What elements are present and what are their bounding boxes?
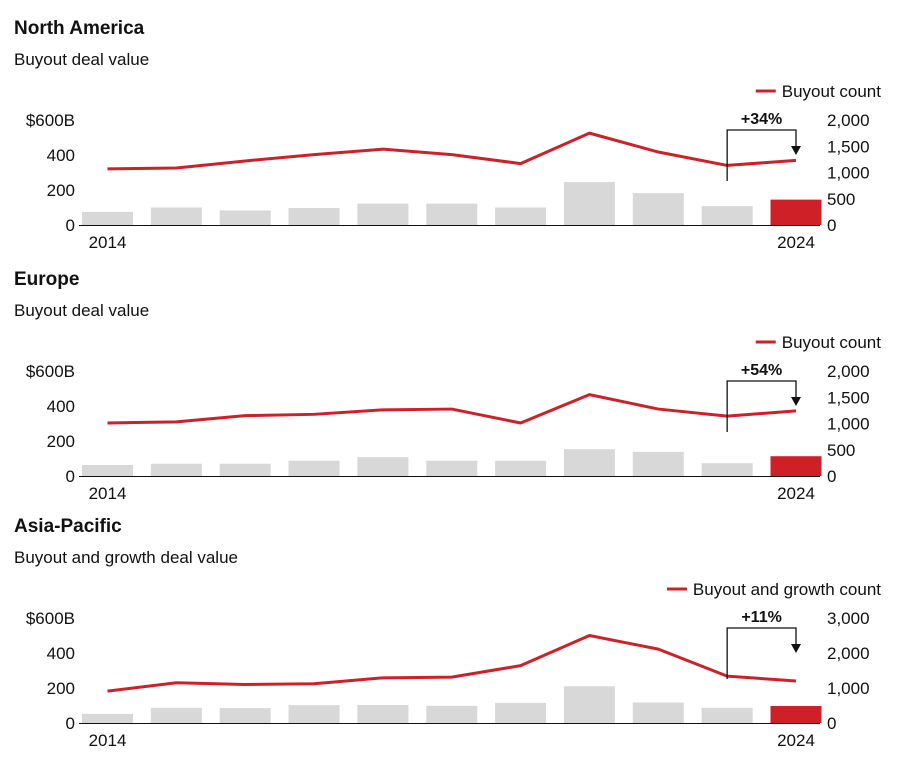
annotation-bracket bbox=[726, 129, 797, 181]
left-axis-tick: 400 bbox=[47, 146, 75, 165]
bar bbox=[495, 207, 547, 225]
chart-asia-pacific: $600B 400 200 0 3,000 2,000 1,000 0 2014 2024 Buyo… bbox=[26, 580, 881, 750]
right-axis-tick: 1,000 bbox=[827, 415, 870, 434]
left-axis-tick: 200 bbox=[47, 432, 75, 451]
panel-subtitle: Buyout deal value bbox=[14, 301, 150, 320]
x-axis-tick-label: 2014 bbox=[89, 731, 127, 750]
legend-label: Buyout and growth count bbox=[693, 580, 881, 599]
bar bbox=[82, 713, 133, 723]
bar bbox=[770, 199, 822, 225]
x-axis-tick-label: 2014 bbox=[89, 484, 127, 503]
bar bbox=[563, 182, 615, 225]
legend-label: Buyout count bbox=[782, 333, 882, 352]
bar bbox=[219, 463, 271, 476]
bar bbox=[426, 705, 478, 723]
panel-title: Asia-Pacific bbox=[14, 516, 122, 537]
right-axis-tick: 0 bbox=[827, 216, 836, 235]
right-axis-tick: 0 bbox=[827, 467, 836, 486]
bar bbox=[770, 456, 822, 476]
left-axis-tick: $600B bbox=[26, 609, 75, 628]
bar bbox=[701, 463, 753, 476]
annotation-label: +54% bbox=[741, 362, 782, 379]
x-axis-tick-label: 2014 bbox=[89, 233, 127, 252]
annotation-label: +34% bbox=[741, 111, 782, 128]
chart-north-america: $600B 400 200 0 2,000 1,500 1,000 500 0 2014 2024 B… bbox=[26, 82, 882, 252]
legend-label: Buyout count bbox=[782, 82, 882, 101]
count-line bbox=[107, 393, 797, 425]
annotation-bracket bbox=[726, 380, 797, 432]
left-axis-tick: 400 bbox=[47, 644, 75, 663]
right-axis-tick: 1,500 bbox=[827, 137, 870, 156]
bar bbox=[701, 707, 753, 723]
right-axis-tick: 1,000 bbox=[827, 679, 870, 698]
bar bbox=[495, 460, 547, 476]
left-axis-tick: 400 bbox=[47, 397, 75, 416]
annotation-label: +11% bbox=[741, 609, 781, 626]
left-axis-tick: 0 bbox=[66, 467, 75, 486]
bar bbox=[770, 706, 822, 723]
right-axis-tick: 3,000 bbox=[827, 609, 870, 628]
x-axis-tick-label: 2024 bbox=[777, 484, 815, 503]
bar bbox=[632, 451, 684, 476]
panel-subtitle: Buyout and growth deal value bbox=[14, 548, 238, 567]
bar bbox=[150, 207, 202, 225]
bar bbox=[82, 211, 133, 225]
chart-europe: $600B 400 200 0 2,000 1,500 1,000 500 0 2014 2024 B… bbox=[26, 333, 882, 503]
right-axis-tick: 2,000 bbox=[827, 644, 870, 663]
annotation-arrowhead bbox=[791, 146, 801, 155]
bar bbox=[82, 464, 133, 476]
left-axis-tick: $600B bbox=[26, 362, 75, 381]
bar bbox=[426, 460, 478, 476]
left-axis-tick: 200 bbox=[47, 181, 75, 200]
bar bbox=[357, 203, 409, 225]
bar bbox=[150, 463, 202, 476]
bar bbox=[563, 686, 615, 723]
panel-title: Europe bbox=[14, 269, 80, 290]
count-line bbox=[107, 131, 797, 171]
panel-title: North America bbox=[14, 18, 145, 39]
x-axis-tick-label: 2024 bbox=[777, 731, 815, 750]
left-axis-tick: 200 bbox=[47, 679, 75, 698]
x-axis-tick-label: 2024 bbox=[777, 233, 815, 252]
right-axis-tick: 0 bbox=[827, 714, 836, 733]
right-axis-tick: 500 bbox=[827, 190, 855, 209]
bar bbox=[150, 707, 202, 723]
left-axis-tick: 0 bbox=[66, 216, 75, 235]
right-axis-tick: 2,000 bbox=[827, 362, 870, 381]
bar bbox=[288, 705, 340, 723]
annotation-arrowhead bbox=[791, 644, 801, 653]
bar bbox=[357, 704, 409, 723]
bar bbox=[288, 208, 340, 225]
bar bbox=[357, 457, 409, 476]
bar bbox=[426, 203, 478, 225]
right-axis-tick: 1,000 bbox=[827, 164, 870, 183]
left-axis-tick: $600B bbox=[26, 111, 75, 130]
right-axis-tick: 2,000 bbox=[827, 111, 870, 130]
bar bbox=[632, 702, 684, 723]
bar bbox=[219, 210, 271, 225]
bar bbox=[632, 193, 684, 225]
left-axis-tick: 0 bbox=[66, 714, 75, 733]
annotation-arrowhead bbox=[791, 397, 801, 406]
panel-subtitle: Buyout deal value bbox=[14, 50, 150, 69]
bar bbox=[701, 206, 753, 225]
count-line bbox=[107, 634, 797, 693]
right-axis-tick: 1,500 bbox=[827, 388, 870, 407]
right-axis-tick: 500 bbox=[827, 441, 855, 460]
annotation-bracket bbox=[726, 627, 797, 679]
bar bbox=[219, 708, 271, 723]
bar bbox=[288, 460, 340, 476]
bar bbox=[563, 449, 615, 476]
bar bbox=[495, 702, 547, 723]
